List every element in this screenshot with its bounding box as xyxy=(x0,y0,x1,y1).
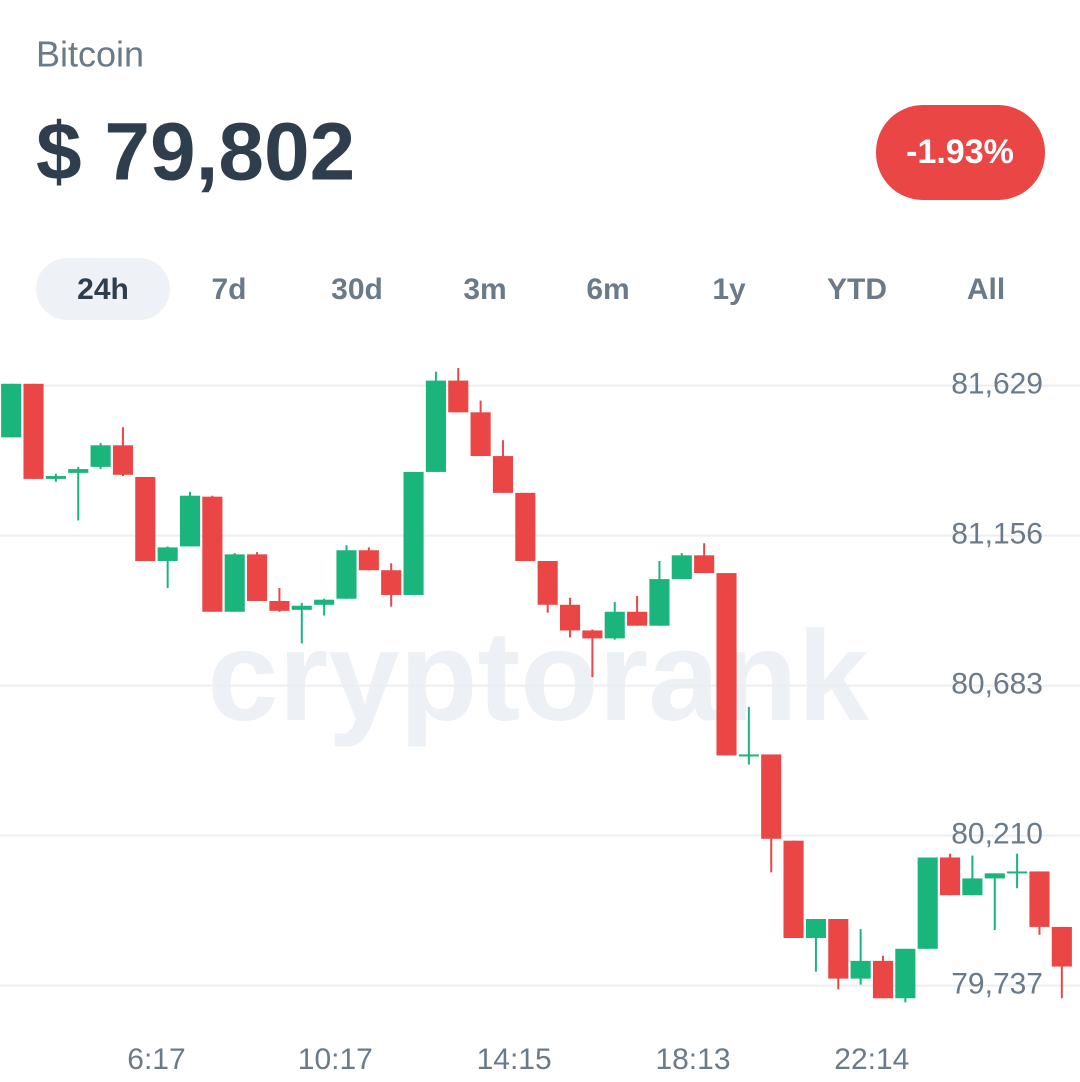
change-label: -1.93% xyxy=(906,133,1014,171)
candle-body xyxy=(358,550,379,571)
tab[interactable]: 30d xyxy=(331,273,383,306)
candle-body xyxy=(962,878,983,896)
candle-body xyxy=(1,383,22,438)
candle-body xyxy=(68,469,89,473)
candle-body xyxy=(202,496,223,612)
candle-body xyxy=(805,919,826,939)
tab-bar: 24h 7d 30d 3m 6m 1y YTD All xyxy=(36,258,1005,320)
candle-body xyxy=(850,960,871,979)
change-badge xyxy=(876,105,1045,200)
x-tick-label: 10:17 xyxy=(298,1043,373,1076)
y-tick-label: 80,210 xyxy=(951,818,1043,851)
tab[interactable]: 1y xyxy=(712,273,746,306)
candle-body xyxy=(179,495,201,547)
candle-body xyxy=(247,554,268,601)
candle-body xyxy=(738,754,759,757)
y-tick-label: 80,683 xyxy=(951,668,1043,701)
candle-body xyxy=(939,857,961,896)
candle-body xyxy=(917,857,938,949)
candle-body xyxy=(671,555,692,580)
candle-body xyxy=(470,412,491,457)
tab[interactable]: 6m xyxy=(586,273,629,306)
candle-body xyxy=(112,445,134,475)
candle-body xyxy=(224,554,245,612)
price: $ 79,802 xyxy=(36,107,355,198)
candle-body xyxy=(314,599,335,605)
candle-body xyxy=(291,605,312,610)
candle-body xyxy=(515,492,536,562)
candle-body xyxy=(157,547,178,562)
candle-body xyxy=(448,380,469,413)
candle-body xyxy=(45,476,66,479)
candle-body xyxy=(872,960,894,999)
tab[interactable]: YTD xyxy=(827,273,887,306)
candle-body xyxy=(1051,926,1072,967)
y-tick-label: 81,629 xyxy=(951,368,1043,401)
asset-name: Bitcoin xyxy=(36,34,144,75)
candle-body xyxy=(559,604,581,631)
x-tick-label: 18:13 xyxy=(655,1043,730,1076)
tab[interactable]: All xyxy=(967,273,1005,306)
candle-body xyxy=(1029,871,1050,927)
candle-body xyxy=(582,630,603,639)
x-tick-label: 6:17 xyxy=(127,1043,185,1076)
candle-body xyxy=(828,919,849,979)
candle-body xyxy=(649,579,670,626)
candle-body xyxy=(135,477,156,562)
candle-body xyxy=(761,754,782,839)
tab-selected-bg xyxy=(36,258,170,320)
candle-body xyxy=(336,550,357,599)
candle-body xyxy=(23,383,44,479)
tab[interactable]: 3m xyxy=(463,273,506,306)
candle-body xyxy=(895,948,916,999)
candle-body xyxy=(537,561,558,605)
candle-body xyxy=(90,445,111,467)
candle-body xyxy=(1007,871,1028,874)
candle-body xyxy=(425,380,446,472)
candle-body xyxy=(694,555,715,574)
candle-body xyxy=(381,570,402,595)
y-tick-label: 81,156 xyxy=(951,518,1043,551)
candle-body xyxy=(783,840,804,939)
x-tick-label: 22:14 xyxy=(834,1043,909,1076)
tab[interactable]: 24h xyxy=(77,273,129,306)
candle-body xyxy=(492,456,514,493)
candle-body xyxy=(716,573,737,756)
candle-body xyxy=(627,611,648,626)
candle-body xyxy=(604,611,625,639)
candle-body xyxy=(403,471,424,595)
watermark: cryptorank xyxy=(207,605,869,748)
x-tick-label: 14:15 xyxy=(477,1043,552,1076)
plot: cryptorank 6:17 10:17 14:15 18:13 22:14 81,629… xyxy=(0,368,1080,1076)
candle-body xyxy=(269,600,290,611)
y-tick-label: 79,737 xyxy=(951,968,1043,1001)
candle-body xyxy=(984,873,1005,879)
tab[interactable]: 7d xyxy=(211,273,246,306)
